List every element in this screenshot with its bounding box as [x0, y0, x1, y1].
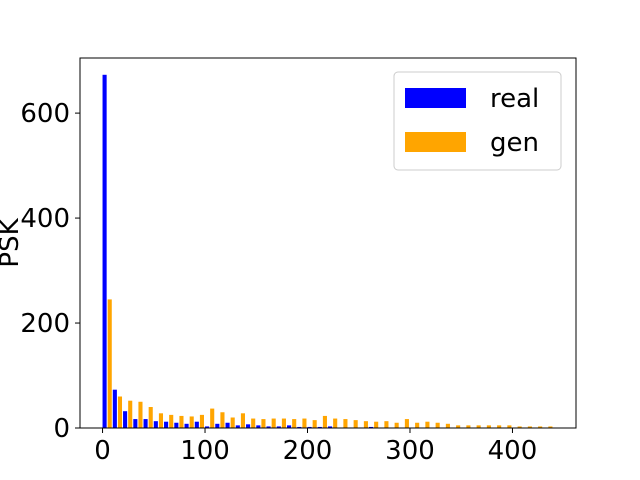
bar-gen	[179, 415, 184, 428]
bar-gen	[312, 420, 317, 428]
bar-real	[194, 421, 199, 428]
bar-gen	[374, 421, 379, 428]
y-tick-label: 600	[20, 99, 70, 129]
x-tick-label: 0	[94, 436, 111, 466]
bar-gen	[169, 414, 174, 428]
bar-real	[276, 426, 281, 428]
bar-real	[287, 425, 292, 428]
legend: real gen	[393, 71, 562, 171]
bar-real	[102, 74, 107, 429]
legend-label-real: real	[490, 84, 539, 114]
bar-gen	[497, 425, 502, 428]
bar-real	[297, 426, 302, 428]
bar-gen	[507, 425, 512, 428]
bar-gen	[384, 421, 389, 428]
legend-swatch-real	[405, 88, 466, 108]
bar-real	[143, 419, 148, 428]
bar-gen	[517, 426, 522, 428]
bar-gen	[425, 421, 430, 428]
plot-frame	[79, 57, 577, 429]
legend-swatch-gen	[405, 132, 466, 152]
bar-gen	[538, 426, 543, 428]
bar-gen	[445, 423, 450, 428]
axes-group: 0 100 200 300 400 0 200 400 600	[20, 57, 577, 466]
x-tick-label: 400	[488, 436, 538, 466]
bar-real	[133, 419, 138, 428]
bar-gen	[363, 421, 368, 428]
bar-gen	[466, 425, 471, 428]
bar-gen	[199, 414, 204, 428]
bar-real	[225, 422, 230, 428]
bar-gen	[261, 419, 266, 428]
bar-gen	[435, 422, 440, 428]
bar-real	[112, 389, 117, 428]
bar-gen	[343, 419, 348, 428]
bar-gen	[353, 420, 358, 428]
bar-gen	[456, 425, 461, 428]
bar-real	[235, 425, 240, 428]
bar-gen	[138, 401, 143, 428]
bar-real	[266, 426, 271, 428]
x-tick-label: 200	[283, 436, 333, 466]
bar-gen	[128, 400, 133, 428]
bar-gen	[476, 425, 481, 428]
y-axis-label: PSK	[0, 217, 25, 267]
legend-label-gen: gen	[490, 128, 539, 158]
bar-gen	[210, 408, 215, 428]
bar-gen	[415, 422, 420, 428]
bar-gen	[486, 425, 491, 428]
bar-gen	[240, 413, 245, 428]
y-tick-label: 200	[20, 309, 70, 339]
bar-gen	[189, 416, 194, 428]
bar-real	[368, 426, 374, 428]
bar-real	[215, 423, 220, 428]
bar-real	[153, 421, 158, 428]
bars-group	[102, 74, 553, 429]
bar-gen	[230, 417, 235, 428]
x-tick-label: 300	[385, 436, 435, 466]
bar-real	[205, 426, 210, 428]
bar-real	[164, 421, 169, 428]
bar-gen	[394, 422, 399, 428]
bar-gen	[404, 419, 409, 428]
bar-real	[328, 426, 333, 428]
bar-real	[307, 426, 312, 428]
bar-gen	[333, 418, 338, 428]
bar-real	[174, 422, 179, 428]
bar-gen	[292, 419, 297, 428]
y-tick-label: 0	[53, 414, 70, 444]
y-tick-label: 400	[20, 204, 70, 234]
bar-gen	[220, 412, 225, 428]
bar-gen	[251, 418, 256, 428]
bar-gen	[148, 407, 153, 428]
bar-gen	[302, 418, 307, 428]
x-tick-label: 100	[180, 436, 230, 466]
bar-real	[317, 426, 322, 428]
bar-gen	[548, 426, 553, 428]
bar-gen	[527, 426, 532, 428]
bar-gen	[158, 413, 164, 428]
bar-gen	[322, 415, 327, 428]
bar-gen	[117, 396, 123, 428]
bar-real	[256, 425, 261, 428]
bar-real	[184, 423, 189, 428]
bar-gen	[107, 299, 112, 428]
bar-gen	[271, 418, 276, 428]
bar-real	[246, 424, 251, 428]
bar-gen	[281, 418, 286, 428]
bar-real	[123, 411, 128, 428]
